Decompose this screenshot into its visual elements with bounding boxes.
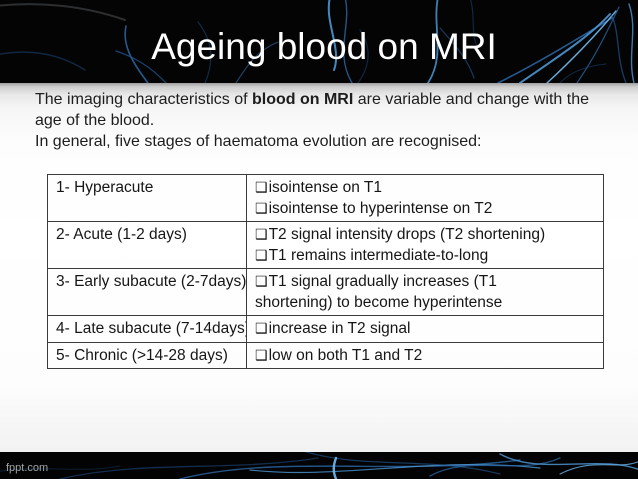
finding-line: ❑low on both T1 and T2 [255, 347, 423, 364]
checkbox-bullet-icon: ❑ [255, 347, 268, 363]
blue-streaks-header-graphic [0, 0, 635, 83]
blue-streaks-footer-graphic [0, 452, 638, 479]
slide-header: Ageing blood on MRI [0, 0, 638, 83]
checkbox-bullet-icon: ❑ [255, 273, 268, 289]
findings-cell: ❑isointense on T1 ❑isointense to hyperint… [246, 174, 604, 222]
checkbox-bullet-icon: ❑ [255, 200, 268, 216]
table-row: 5- Chronic (>14-28 days) ❑low on both T1 … [47, 342, 604, 369]
checkbox-bullet-icon: ❑ [255, 179, 268, 195]
table-row: 1- Hyperacute ❑isointense on T1 ❑isointens… [47, 174, 604, 222]
checkbox-bullet-icon: ❑ [255, 226, 268, 242]
finding-line: ❑T2 signal intensity drops (T2 shortenin… [255, 226, 546, 243]
stage-cell: 5- Chronic (>14-28 days) [47, 342, 247, 369]
slide-title: Ageing blood on MRI [151, 26, 497, 67]
table-row: 4- Late subacute (7-14days) ❑increase in … [47, 315, 604, 343]
intro-line-1: The imaging characteristics of blood on … [35, 89, 615, 110]
checkbox-bullet-icon: ❑ [255, 320, 268, 336]
finding-line: ❑T1 remains intermediate-to-long [255, 247, 489, 264]
slide-body: The imaging characteristics of blood on … [0, 83, 638, 452]
stage-cell: 4- Late subacute (7-14days) [47, 315, 247, 343]
finding-line: ❑T1 signal gradually increases (T1 [255, 273, 497, 290]
findings-cell: ❑T1 signal gradually increases (T1 shorte… [246, 268, 604, 316]
findings-cell: ❑increase in T2 signal [246, 315, 604, 343]
finding-line: ❑isointense to hyperintense on T2 [255, 200, 493, 217]
table-row: 2- Acute (1-2 days) ❑T2 signal intensity … [47, 221, 604, 269]
fppt-watermark: fppt.com [6, 462, 49, 474]
intro-line1-pre: The imaging characteristics of [35, 91, 252, 108]
stage-cell: 1- Hyperacute [47, 174, 247, 222]
findings-cell: ❑low on both T1 and T2 [246, 342, 604, 369]
stage-cell: 3- Early subacute (2-7days) [47, 268, 247, 316]
intro-line1-bold: blood on MRI [251, 91, 354, 108]
intro-line1-post: are variable and change with the [353, 91, 590, 108]
finding-line: ❑isointense on T1 [255, 179, 383, 196]
slide-footer: fppt.com [0, 452, 638, 479]
finding-line: ❑increase in T2 signal [255, 320, 411, 337]
finding-line: shortening) to become hyperintense [255, 294, 503, 311]
haematoma-stages-table: 1- Hyperacute ❑isointense on T1 ❑isointens… [47, 174, 604, 369]
stage-cell: 2- Acute (1-2 days) [47, 221, 247, 269]
intro-text: The imaging characteristics of blood on … [35, 89, 615, 152]
intro-line-3: In general, five stages of haematoma evo… [35, 133, 482, 150]
findings-cell: ❑T2 signal intensity drops (T2 shortenin… [246, 221, 604, 269]
table-row: 3- Early subacute (2-7days) ❑T1 signal gr… [47, 268, 604, 316]
stages-table-body: 1- Hyperacute ❑isointense on T1 ❑isointens… [47, 174, 604, 369]
intro-line-2: age of the blood. [35, 112, 155, 129]
checkbox-bullet-icon: ❑ [255, 247, 268, 263]
